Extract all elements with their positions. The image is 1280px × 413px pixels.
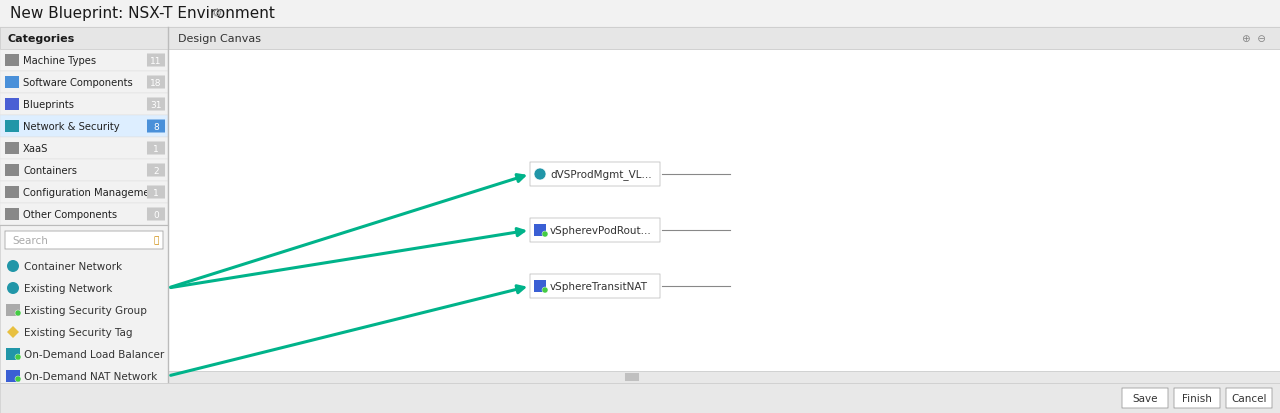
Text: Other Components: Other Components xyxy=(23,209,118,219)
FancyBboxPatch shape xyxy=(5,77,19,89)
FancyBboxPatch shape xyxy=(1226,388,1272,408)
Text: 18: 18 xyxy=(150,78,161,87)
Circle shape xyxy=(15,310,20,316)
FancyBboxPatch shape xyxy=(147,98,165,111)
Text: Search: Search xyxy=(12,235,47,245)
Circle shape xyxy=(15,376,20,382)
FancyBboxPatch shape xyxy=(6,348,20,360)
FancyBboxPatch shape xyxy=(168,28,1280,50)
Text: 11: 11 xyxy=(150,56,161,65)
Text: ⊕  ⊖: ⊕ ⊖ xyxy=(1242,34,1266,44)
Text: 🔍: 🔍 xyxy=(154,236,160,245)
FancyBboxPatch shape xyxy=(5,187,19,199)
Circle shape xyxy=(15,354,20,360)
Text: Containers: Containers xyxy=(23,166,77,176)
FancyBboxPatch shape xyxy=(0,94,168,116)
FancyBboxPatch shape xyxy=(5,99,19,111)
FancyBboxPatch shape xyxy=(147,55,165,67)
Text: On-Demand NAT Network: On-Demand NAT Network xyxy=(24,371,157,381)
FancyBboxPatch shape xyxy=(530,163,660,187)
Polygon shape xyxy=(6,326,19,338)
FancyBboxPatch shape xyxy=(168,50,1280,371)
FancyBboxPatch shape xyxy=(534,224,547,236)
Text: Existing Security Group: Existing Security Group xyxy=(24,305,147,315)
Text: 2: 2 xyxy=(154,166,159,175)
Text: Existing Security Tag: Existing Security Tag xyxy=(24,327,133,337)
Text: Blueprints: Blueprints xyxy=(23,100,74,110)
Circle shape xyxy=(6,282,19,294)
Text: 1: 1 xyxy=(154,144,159,153)
Text: ⚙: ⚙ xyxy=(211,7,223,19)
Circle shape xyxy=(541,231,548,237)
Text: Machine Types: Machine Types xyxy=(23,56,96,66)
FancyBboxPatch shape xyxy=(147,142,165,155)
Text: vSphereTransitNAT: vSphereTransitNAT xyxy=(550,281,648,291)
FancyBboxPatch shape xyxy=(0,204,168,225)
FancyBboxPatch shape xyxy=(5,231,163,249)
Text: Software Components: Software Components xyxy=(23,78,133,88)
Text: Categories: Categories xyxy=(8,34,76,44)
Text: Existing Network: Existing Network xyxy=(24,283,113,293)
FancyBboxPatch shape xyxy=(0,28,168,50)
FancyBboxPatch shape xyxy=(147,186,165,199)
FancyBboxPatch shape xyxy=(534,280,547,292)
Circle shape xyxy=(534,169,547,180)
Text: On-Demand Routed Network: On-Demand Routed Network xyxy=(24,393,174,403)
FancyBboxPatch shape xyxy=(5,55,19,67)
FancyBboxPatch shape xyxy=(0,116,168,138)
FancyBboxPatch shape xyxy=(0,50,168,72)
FancyBboxPatch shape xyxy=(1123,388,1169,408)
Text: Network & Security: Network & Security xyxy=(23,122,119,132)
Text: vSpherevPodRout...: vSpherevPodRout... xyxy=(550,225,652,235)
Circle shape xyxy=(6,392,19,404)
Text: Container Network: Container Network xyxy=(24,261,122,271)
Text: 8: 8 xyxy=(154,122,159,131)
FancyBboxPatch shape xyxy=(5,165,19,177)
FancyBboxPatch shape xyxy=(5,142,19,154)
Text: Finish: Finish xyxy=(1181,393,1212,403)
Circle shape xyxy=(6,260,19,272)
Text: XaaS: XaaS xyxy=(23,144,49,154)
Text: 31: 31 xyxy=(150,100,161,109)
Text: 0: 0 xyxy=(154,210,159,219)
FancyBboxPatch shape xyxy=(625,373,639,381)
FancyBboxPatch shape xyxy=(0,182,168,204)
FancyBboxPatch shape xyxy=(147,208,165,221)
FancyBboxPatch shape xyxy=(0,383,1280,413)
Text: Design Canvas: Design Canvas xyxy=(178,34,261,44)
FancyBboxPatch shape xyxy=(0,28,168,383)
Text: Save: Save xyxy=(1133,393,1157,403)
FancyBboxPatch shape xyxy=(147,164,165,177)
Circle shape xyxy=(541,287,548,293)
FancyBboxPatch shape xyxy=(0,159,168,182)
FancyBboxPatch shape xyxy=(1174,388,1220,408)
FancyBboxPatch shape xyxy=(6,370,20,382)
FancyBboxPatch shape xyxy=(147,76,165,89)
Text: New Blueprint: NSX-T Environment: New Blueprint: NSX-T Environment xyxy=(10,5,275,21)
FancyBboxPatch shape xyxy=(6,304,20,316)
Text: Cancel: Cancel xyxy=(1231,393,1267,403)
Text: dVSProdMgmt_VL...: dVSProdMgmt_VL... xyxy=(550,169,652,180)
Text: On-Demand Load Balancer: On-Demand Load Balancer xyxy=(24,349,164,359)
FancyBboxPatch shape xyxy=(0,72,168,94)
FancyBboxPatch shape xyxy=(0,138,168,159)
FancyBboxPatch shape xyxy=(0,0,1280,28)
FancyBboxPatch shape xyxy=(530,274,660,298)
FancyBboxPatch shape xyxy=(530,218,660,242)
FancyBboxPatch shape xyxy=(5,121,19,133)
FancyBboxPatch shape xyxy=(5,209,19,221)
Text: Configuration Management: Configuration Management xyxy=(23,188,160,197)
FancyBboxPatch shape xyxy=(168,371,1280,383)
FancyBboxPatch shape xyxy=(147,120,165,133)
Text: 1: 1 xyxy=(154,188,159,197)
